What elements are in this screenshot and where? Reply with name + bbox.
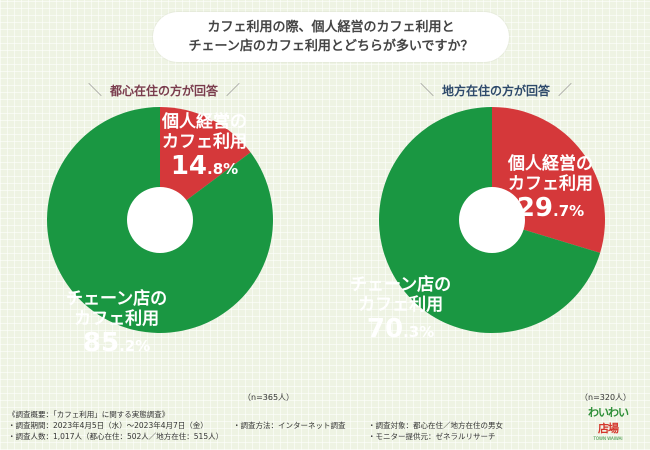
right-chain-line1: チェーン店の	[350, 275, 452, 295]
right-sample-size: （n=320人）	[580, 393, 632, 402]
left-chain-line1: チェーン店の	[66, 289, 168, 309]
right-chain-line2: カフェ利用	[358, 294, 444, 315]
left-chart-title: ＼ 都心在住の方が回答 ／	[88, 83, 241, 99]
right-independent-label: 個人経営の カフェ利用 29.7%	[508, 154, 593, 224]
right-chain-value-dec: .3%	[403, 323, 435, 342]
survey-period: ・調査期間：2023年4月5日（水）～2023年4月7日（金）	[8, 421, 208, 430]
left-independent-value: 14.8%	[162, 151, 247, 182]
left-independent-label: 個人経営の カフェ利用 14.8%	[162, 112, 247, 182]
question-line-2: チェーン店のカフェ利用とどちらが多いですか？	[188, 39, 474, 54]
survey-title: 《調査概要：「カフェ利用」に関する実態調査》	[8, 410, 170, 419]
right-chain-value: 70.3%	[350, 314, 451, 345]
survey-target: ・調査対象：都心在住／地方在住の男女	[368, 421, 503, 430]
left-donut-chart	[46, 107, 274, 333]
right-independent-value: 29.7%	[508, 193, 593, 224]
survey-provider: ・モニター提供元：ゼネラルリサーチ	[368, 432, 496, 441]
left-chart-title-text: 都心在住の方が回答	[110, 83, 219, 98]
logo-line-1: わいわい	[588, 406, 629, 419]
survey-count: ・調査人数：1,017人（都心在住：502人／地方在住：515人）	[8, 432, 224, 441]
left-chain-value-int: 85	[82, 328, 120, 359]
left-independent-value-int: 14	[170, 151, 207, 182]
left-independent-line2: カフェ利用	[162, 131, 247, 152]
right-independent-line2: カフェ利用	[508, 173, 593, 194]
left-independent-slice	[160, 107, 251, 220]
survey-method-block: ・調査方法：インターネット調査	[233, 420, 346, 431]
left-chain-line2: カフェ利用	[74, 308, 160, 329]
left-chain-value: 85.2%	[66, 328, 167, 359]
logo-line-3: TOWN WAIWAI	[593, 436, 623, 441]
survey-summary: 《調査概要：「カフェ利用」に関する実態調査》 ・調査期間：2023年4月5日（水…	[8, 409, 223, 442]
question-banner: カフェ利用の際、個人経営のカフェ利用と チェーン店のカフェ利用とどちらが多いです…	[153, 12, 509, 62]
left-independent-value-dec: .8%	[207, 160, 239, 179]
right-chain-value-int: 70	[366, 314, 404, 345]
logo-line-2: 店場	[598, 422, 619, 435]
question-line-1: カフェ利用の際、個人経営のカフェ利用と	[207, 20, 455, 35]
right-donut-chart	[379, 107, 605, 333]
survey-target-block: ・調査対象：都心在住／地方在住の男女 ・モニター提供元：ゼネラルリサーチ	[368, 420, 503, 442]
left-sample-size: （n=365人）	[243, 393, 295, 402]
right-independent-value-dec: .7%	[553, 202, 585, 221]
right-chart-title-text: 地方在住の方が回答	[442, 83, 551, 98]
right-donut-hole	[459, 187, 525, 253]
right-chain-label: チェーン店の カフェ利用 70.3%	[350, 275, 452, 345]
survey-method: ・調査方法：インターネット調査	[233, 421, 346, 430]
right-chart-title: ＼ 地方在住の方が回答 ／	[420, 83, 573, 99]
brand-logo: わいわい 店場 TOWN WAIWAI	[582, 404, 634, 444]
left-donut-hole	[127, 187, 193, 253]
right-independent-value-int: 29	[516, 193, 553, 224]
right-independent-line1: 個人経営の	[508, 154, 593, 174]
left-chain-value-dec: .2%	[119, 337, 151, 356]
left-chain-label: チェーン店の カフェ利用 85.2%	[66, 289, 168, 359]
left-independent-line1: 個人経営の	[162, 112, 247, 132]
